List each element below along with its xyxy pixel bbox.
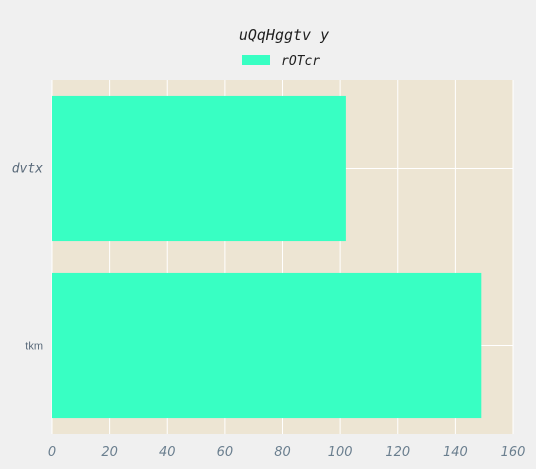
x-tick-label: 140 bbox=[443, 445, 468, 460]
x-tick-label: 100 bbox=[328, 445, 353, 460]
legend-label: rOTcr bbox=[281, 54, 320, 69]
bar bbox=[52, 272, 482, 419]
x-tick-label: 120 bbox=[385, 445, 410, 460]
y-axis-tick-labels: tkm dvtx bbox=[12, 162, 43, 353]
x-tick-label: 160 bbox=[501, 445, 526, 460]
legend: rOTcr bbox=[242, 54, 320, 69]
x-tick-label: 0 bbox=[48, 445, 56, 460]
y-tick-label: tkm bbox=[25, 341, 43, 353]
x-tick-label: 40 bbox=[159, 445, 176, 460]
bars bbox=[52, 95, 482, 419]
chart-title: uQqHggtv y bbox=[239, 26, 329, 44]
legend-swatch bbox=[242, 55, 270, 65]
x-tick-label: 20 bbox=[101, 445, 118, 460]
x-tick-label: 60 bbox=[217, 445, 234, 460]
x-axis-tick-labels: 0 20 40 60 80 100 120 140 160 bbox=[48, 445, 526, 460]
y-tick-label: dvtx bbox=[12, 162, 43, 177]
x-tick-label: 80 bbox=[274, 445, 291, 460]
bar bbox=[52, 95, 346, 242]
